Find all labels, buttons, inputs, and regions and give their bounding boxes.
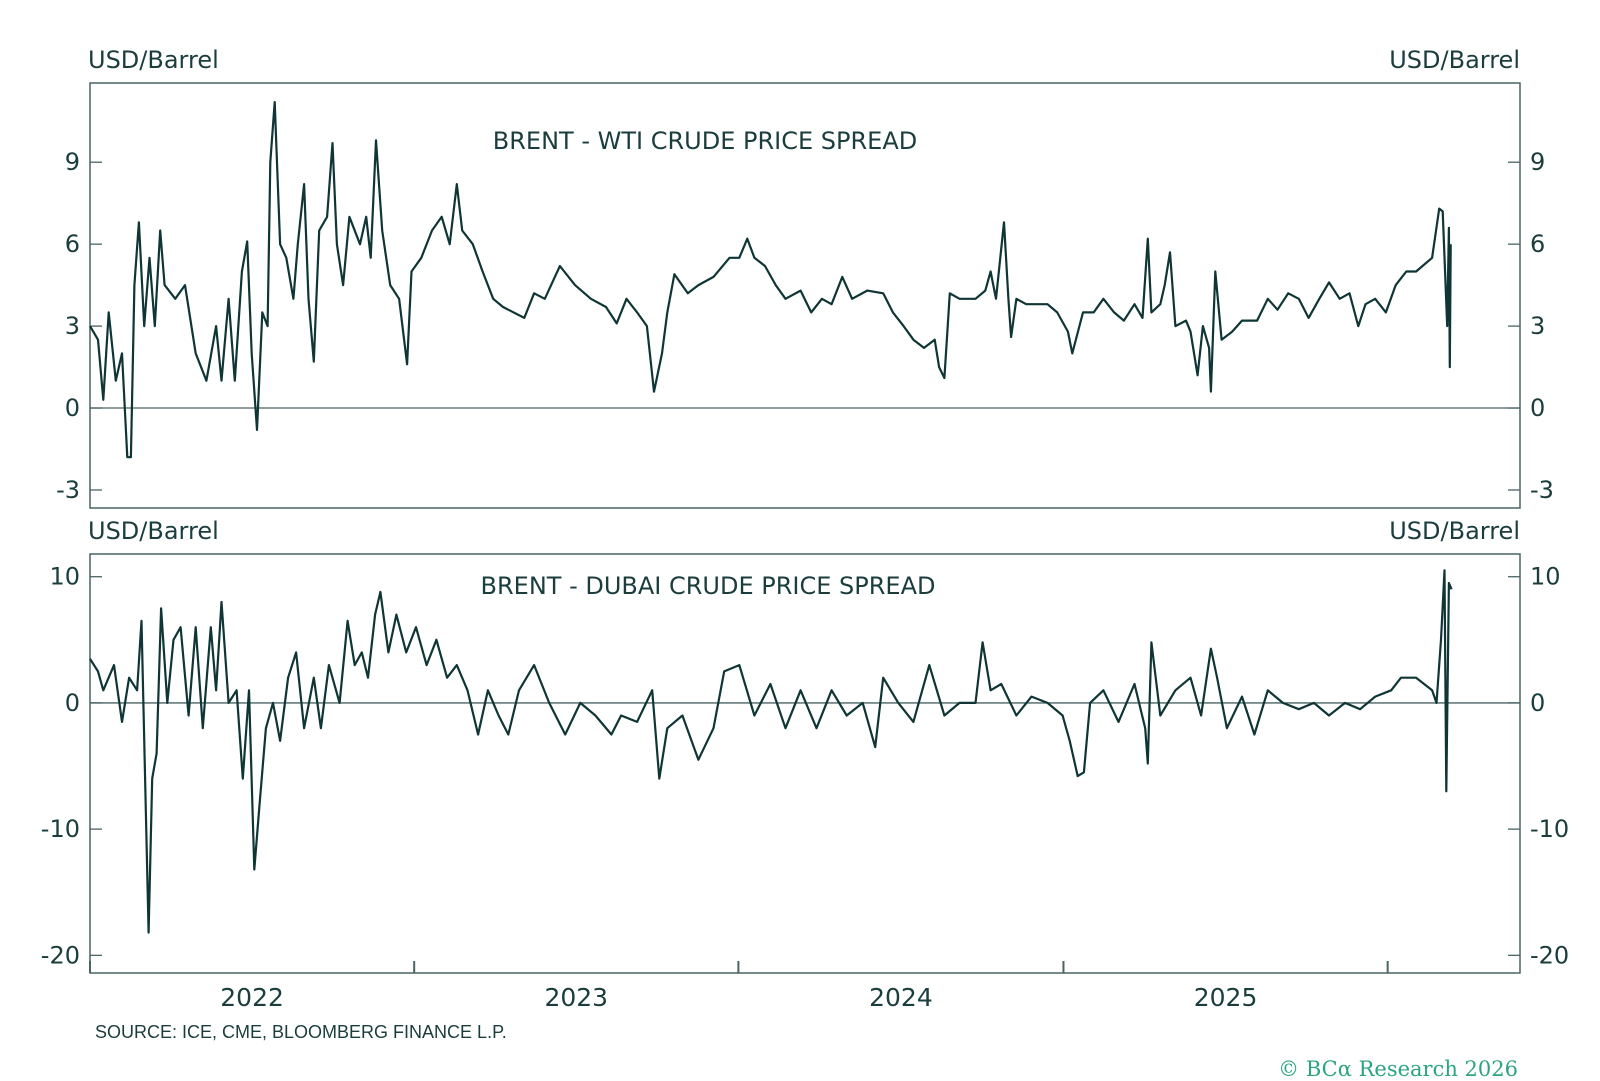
- y-tick-label-right: -3: [1530, 476, 1554, 504]
- panel-brent-dubai: USD/Barrel USD/Barrel BRENT - DUBAI CRUD…: [41, 517, 1569, 974]
- left-unit-label: USD/Barrel: [88, 46, 219, 74]
- y-tick-label-right: 6: [1530, 230, 1545, 258]
- y-tick-label-left: -10: [41, 815, 80, 843]
- plot-frame: [89, 553, 1521, 974]
- y-tick-label-right: -20: [1530, 941, 1569, 969]
- y-tick-label-left: 10: [49, 563, 80, 591]
- y-tick-label-left: 0: [65, 394, 80, 422]
- y-tick-label-left: -3: [56, 476, 80, 504]
- copyright-logo: © BCα Research 2026: [1278, 1057, 1518, 1081]
- y-tick-label-right: 10: [1530, 563, 1561, 591]
- right-unit-label: USD/Barrel: [1389, 517, 1520, 545]
- y-tick-label-left: 3: [65, 312, 80, 340]
- y-tick-label-right: 3: [1530, 312, 1545, 340]
- y-tick-label-left: 0: [65, 689, 80, 717]
- source-note: SOURCE: ICE, CME, BLOOMBERG FINANCE L.P.: [95, 1022, 507, 1042]
- series-line: [89, 569, 1453, 934]
- x-tick-label: 2022: [220, 983, 284, 1012]
- panel-brent-wti: USD/Barrel USD/Barrel BRENT - WTI CRUDE …: [56, 46, 1554, 509]
- plot-frame: [89, 82, 1521, 509]
- x-tick-label: 2024: [869, 983, 933, 1012]
- y-tick-label-right: 9: [1530, 148, 1545, 176]
- series-line: [89, 101, 1452, 459]
- x-axis: 2022 2023 2024 2025: [89, 961, 1389, 1012]
- y-tick-label-right: -10: [1530, 815, 1569, 843]
- y-tick-label-left: -20: [41, 941, 80, 969]
- right-unit-label: USD/Barrel: [1389, 46, 1520, 74]
- y-tick-label-left: 6: [65, 230, 80, 258]
- x-tick-label: 2023: [544, 983, 608, 1012]
- y-tick-label-left: 9: [65, 148, 80, 176]
- left-unit-label: USD/Barrel: [88, 517, 219, 545]
- y-tick-label-right: 0: [1530, 394, 1545, 422]
- y-tick-label-right: 0: [1530, 689, 1545, 717]
- x-tick-label: 2025: [1194, 983, 1258, 1012]
- chart-title: BRENT - DUBAI CRUDE PRICE SPREAD: [481, 572, 936, 600]
- chart-title: BRENT - WTI CRUDE PRICE SPREAD: [493, 127, 917, 155]
